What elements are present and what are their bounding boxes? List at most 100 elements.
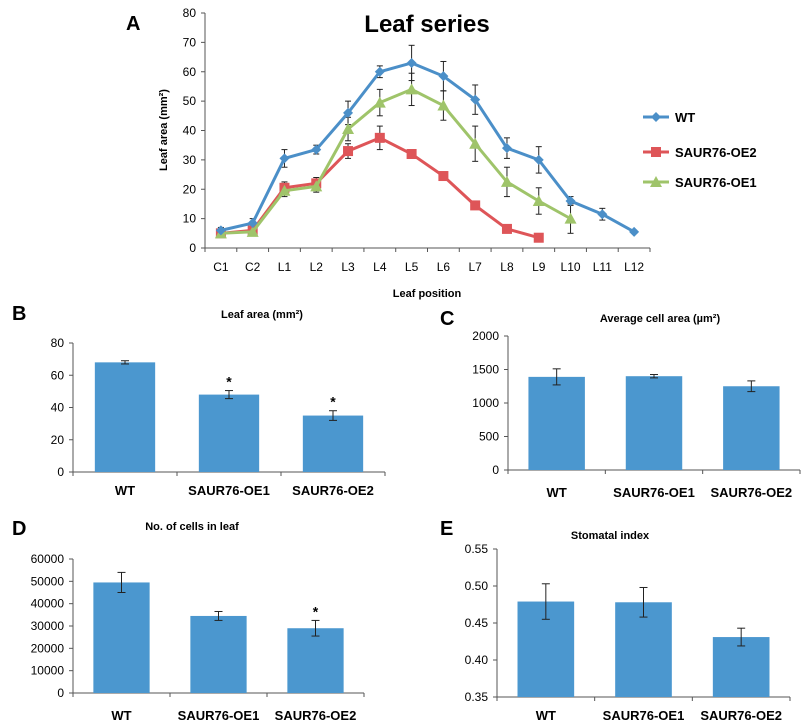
chart-e-category-label: SAUR76-OE2 xyxy=(700,708,782,723)
chart-a-y-tick-label: 0 xyxy=(189,241,196,255)
chart-a-point xyxy=(533,154,544,165)
chart-a-point xyxy=(564,212,577,224)
chart-b-bar xyxy=(198,394,260,472)
chart-a-y-tick-label: 40 xyxy=(183,124,197,138)
chart-a-point xyxy=(406,57,417,68)
chart-a-point xyxy=(343,107,354,118)
chart-e-bar xyxy=(712,637,770,697)
chart-a-point xyxy=(215,225,226,236)
chart-a-series-line xyxy=(220,87,572,235)
chart-d-significance-mark: * xyxy=(313,603,319,619)
panel-letter-a: A xyxy=(126,13,140,35)
chart-a-legend-label: SAUR76-OE2 xyxy=(675,145,757,160)
chart-a-x-tick-label: C2 xyxy=(245,260,261,274)
chart-d-y-tick-label: 50000 xyxy=(31,574,65,588)
chart-a-point xyxy=(437,99,450,111)
chart-a-x-tick-label: L1 xyxy=(278,260,292,274)
chart-d-y-tick-label: 30000 xyxy=(31,619,65,633)
chart-e-stomatal-index: 0.35 0.40 0.45 0.50 0.55 WT SAUR76-OE1 SAUR76-O… xyxy=(465,542,791,723)
chart-c-category-label: SAUR76-OE2 xyxy=(711,485,793,500)
chart-a-x-tick-label: L9 xyxy=(532,260,546,274)
chart-b-y-tick-label: 80 xyxy=(51,336,65,350)
chart-a-x-tick-label: L5 xyxy=(405,260,419,274)
chart-b-category-label: SAUR76-OE1 xyxy=(188,483,270,498)
chart-a-legend-marker xyxy=(651,147,661,157)
chart-a-point xyxy=(501,223,512,234)
chart-a-point xyxy=(532,195,545,206)
chart-e-y-tick-label: 0.55 xyxy=(465,542,489,556)
chart-a-title: Leaf series xyxy=(364,11,489,38)
chart-a-x-tick-label: L12 xyxy=(624,260,644,274)
panel-letter-b: B xyxy=(12,303,26,325)
chart-e-bar xyxy=(615,602,672,697)
chart-d-category-label: SAUR76-OE1 xyxy=(178,708,260,723)
chart-a-y-tick-label: 50 xyxy=(183,94,197,108)
chart-b-category-label: WT xyxy=(115,483,135,498)
chart-b-y-tick-label: 20 xyxy=(51,433,65,447)
chart-a-y-tick-label: 20 xyxy=(183,182,197,196)
chart-d-y-tick-label: 10000 xyxy=(31,664,65,678)
chart-a-point xyxy=(405,83,418,95)
chart-a-point xyxy=(501,143,512,154)
chart-b-bar xyxy=(94,362,156,472)
chart-a-point xyxy=(246,225,259,237)
chart-d-bar xyxy=(93,582,150,693)
chart-a-x-tick-label: C1 xyxy=(213,260,229,274)
chart-b-bar xyxy=(302,415,364,472)
chart-a-y-tick-label: 60 xyxy=(183,65,197,79)
chart-c-y-tick-label: 500 xyxy=(479,430,499,444)
chart-a-point xyxy=(373,96,386,108)
chart-a-legend-marker xyxy=(651,112,661,122)
chart-a-point xyxy=(311,144,322,155)
chart-a-x-tick-label: L11 xyxy=(593,260,612,274)
chart-c-bar xyxy=(625,376,683,470)
chart-c-title: Average cell area (µm²) xyxy=(600,313,721,325)
chart-a-point xyxy=(470,200,481,211)
chart-b-y-tick-label: 0 xyxy=(57,465,64,479)
chart-c-average-cell-area: 0 500 1000 1500 2000 WT SAUR76-OE1 SAUR76-OE2 xyxy=(472,329,801,500)
chart-e-y-tick-label: 0.45 xyxy=(465,616,489,630)
chart-a-point xyxy=(374,66,385,77)
chart-d-y-tick-label: 40000 xyxy=(31,597,65,611)
chart-a-y-label: Leaf area (mm²) xyxy=(158,89,170,171)
chart-a-leaf-series: 0 10 20 30 40 50 60 70 80 C1 C2 L1 L2 L3 L4 L5 L6 L7 L8 L9 L… xyxy=(183,6,757,274)
chart-b-y-tick-label: 60 xyxy=(51,368,65,382)
chart-b-significance-mark: * xyxy=(226,374,232,390)
chart-a-point xyxy=(342,123,355,135)
chart-a-point xyxy=(279,153,290,164)
chart-a-y-tick-label: 80 xyxy=(183,6,197,20)
chart-e-y-tick-label: 0.40 xyxy=(465,653,489,667)
panel-letter-d: D xyxy=(12,518,26,540)
chart-a-point xyxy=(629,226,640,237)
chart-a-point xyxy=(438,171,449,182)
chart-a-point xyxy=(247,218,258,229)
chart-d-category-label: WT xyxy=(111,708,131,723)
chart-d-y-tick-label: 20000 xyxy=(31,641,65,655)
chart-c-y-tick-label: 1500 xyxy=(472,363,499,377)
chart-a-x-label: Leaf position xyxy=(393,288,462,300)
chart-a-point xyxy=(406,149,417,159)
chart-b-significance-mark: * xyxy=(330,394,336,410)
chart-d-title: No. of cells in leaf xyxy=(145,521,239,533)
chart-a-point xyxy=(310,180,323,192)
chart-c-category-label: WT xyxy=(547,485,567,500)
chart-a-legend-label: SAUR76-OE1 xyxy=(675,175,757,190)
chart-a-point xyxy=(374,132,385,143)
chart-a-legend-marker xyxy=(650,176,662,187)
chart-a-y-tick-label: 30 xyxy=(183,153,197,167)
chart-a-point xyxy=(469,137,482,149)
chart-a-x-tick-label: L7 xyxy=(468,260,482,274)
chart-c-y-tick-label: 0 xyxy=(492,463,499,477)
chart-a-legend-label: WT xyxy=(675,110,695,125)
chart-a-x-tick-label: L6 xyxy=(437,260,451,274)
chart-b-y-tick-label: 40 xyxy=(51,401,65,415)
chart-b-leaf-area: 0 20 40 60 80 WT * SAUR76-OE1 * SAUR76-OE2 xyxy=(51,336,386,498)
chart-a-point xyxy=(597,209,608,220)
chart-a-point xyxy=(343,146,354,157)
chart-a-point xyxy=(438,71,449,82)
chart-a-point xyxy=(278,184,291,196)
chart-d-y-tick-label: 60000 xyxy=(31,552,65,566)
chart-c-bar xyxy=(723,386,780,470)
chart-e-category-label: SAUR76-OE1 xyxy=(603,708,685,723)
chart-a-x-tick-label: L4 xyxy=(373,260,387,274)
